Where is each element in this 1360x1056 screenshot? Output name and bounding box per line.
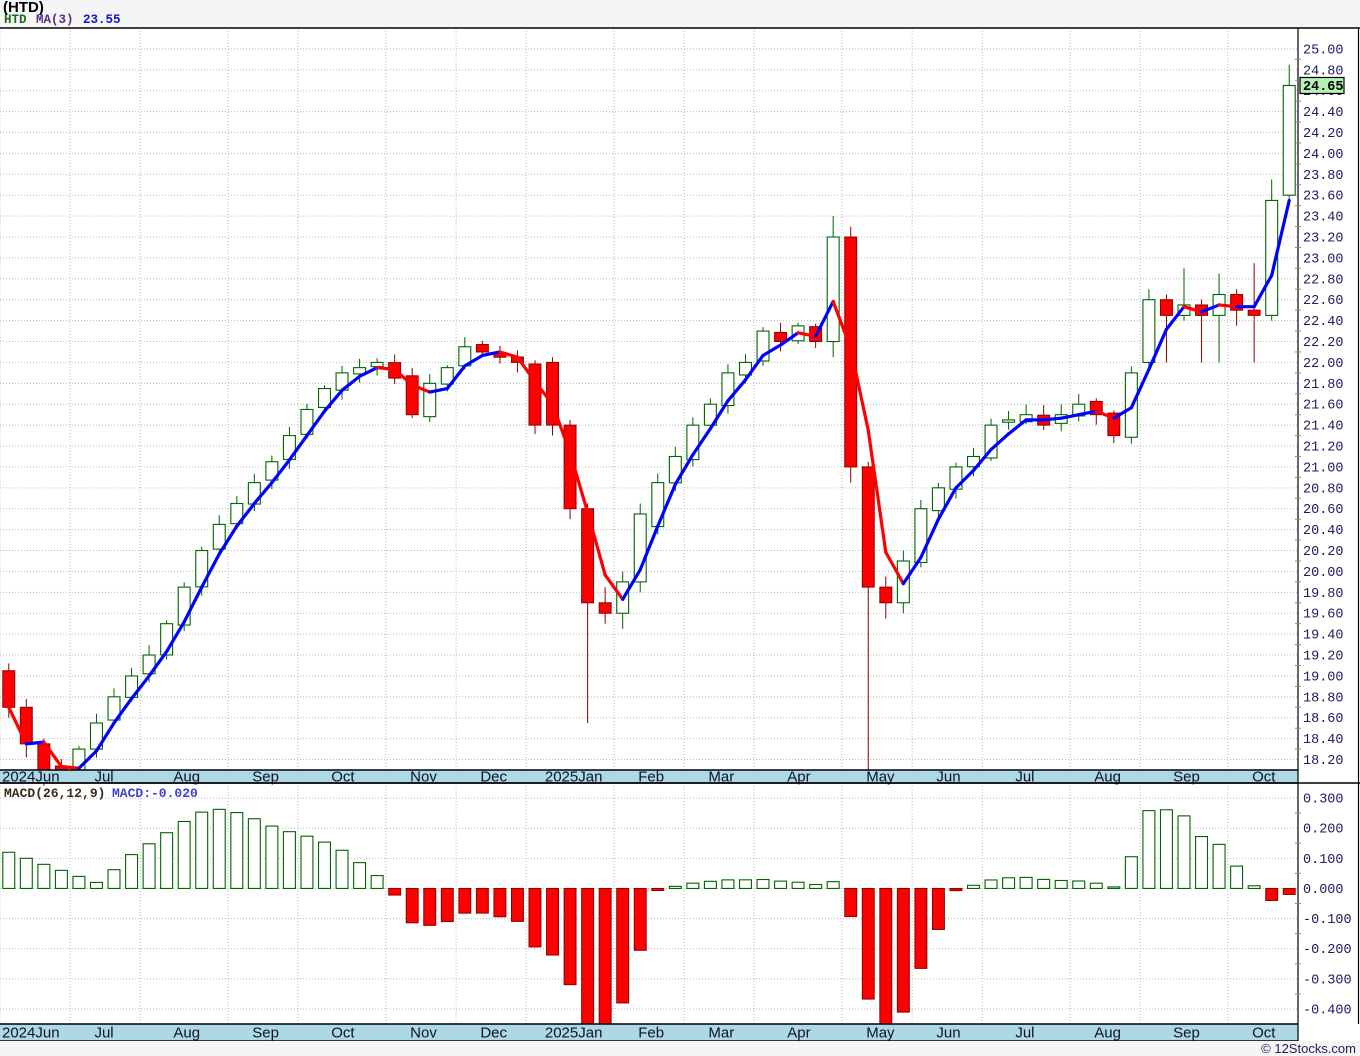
svg-text:Feb: Feb: [638, 1025, 664, 1042]
svg-text:0.000: 0.000: [1303, 883, 1344, 898]
svg-text:Oct: Oct: [1252, 1025, 1276, 1042]
svg-text:Jul: Jul: [1015, 1025, 1034, 1042]
svg-text:MACD(26,12,9): MACD(26,12,9): [4, 786, 105, 801]
svg-text:-0.300: -0.300: [1303, 973, 1352, 988]
svg-text:May: May: [866, 1025, 895, 1042]
svg-text:18.20: 18.20: [1303, 754, 1344, 769]
svg-text:0.100: 0.100: [1303, 853, 1344, 868]
svg-text:MA(3): MA(3): [36, 13, 74, 27]
svg-text:23.00: 23.00: [1303, 252, 1344, 267]
svg-text:20.00: 20.00: [1303, 566, 1344, 581]
svg-text:-0.400: -0.400: [1303, 1003, 1352, 1018]
svg-text:24.00: 24.00: [1303, 148, 1344, 163]
svg-text:22.00: 22.00: [1303, 357, 1344, 372]
svg-text:23.80: 23.80: [1303, 169, 1344, 184]
svg-text:21.20: 21.20: [1303, 441, 1344, 456]
svg-text:Apr: Apr: [787, 1025, 810, 1042]
svg-text:24.65: 24.65: [1303, 80, 1344, 95]
svg-text:Aug: Aug: [1094, 1025, 1121, 1042]
svg-text:18.40: 18.40: [1303, 733, 1344, 748]
svg-text:23.55: 23.55: [83, 13, 121, 27]
svg-text:© 12Stocks.com: © 12Stocks.com: [1261, 1041, 1356, 1056]
svg-text:HTD: HTD: [4, 13, 27, 27]
svg-text:22.20: 22.20: [1303, 336, 1344, 351]
svg-text:Jun: Jun: [936, 1025, 960, 1042]
svg-text:20.80: 20.80: [1303, 482, 1344, 497]
svg-text:Jul: Jul: [94, 1025, 113, 1042]
svg-text:18.60: 18.60: [1303, 712, 1344, 727]
svg-text:-0.200: -0.200: [1303, 943, 1352, 958]
svg-text:Mar: Mar: [708, 1025, 734, 1042]
svg-text:Aug: Aug: [173, 1025, 200, 1042]
svg-text:0.300: 0.300: [1303, 793, 1344, 808]
svg-text:-0.100: -0.100: [1303, 913, 1352, 928]
svg-text:20.40: 20.40: [1303, 524, 1344, 539]
svg-text:24.40: 24.40: [1303, 106, 1344, 121]
svg-text:25.00: 25.00: [1303, 43, 1344, 58]
svg-text:19.60: 19.60: [1303, 608, 1344, 623]
svg-text:Oct: Oct: [331, 1025, 355, 1042]
svg-text:19.00: 19.00: [1303, 670, 1344, 685]
svg-text:19.40: 19.40: [1303, 629, 1344, 644]
svg-text:2025Jan: 2025Jan: [545, 1025, 603, 1042]
svg-text:23.40: 23.40: [1303, 211, 1344, 226]
svg-text:18.80: 18.80: [1303, 691, 1344, 706]
svg-text:0.200: 0.200: [1303, 823, 1344, 838]
svg-text:20.20: 20.20: [1303, 545, 1344, 560]
svg-text:21.60: 21.60: [1303, 399, 1344, 414]
svg-text:21.80: 21.80: [1303, 378, 1344, 393]
svg-text:20.60: 20.60: [1303, 503, 1344, 518]
svg-text:Sep: Sep: [1173, 1025, 1200, 1042]
svg-text:24.20: 24.20: [1303, 127, 1344, 142]
svg-text:19.20: 19.20: [1303, 650, 1344, 665]
svg-text:22.80: 22.80: [1303, 273, 1344, 288]
svg-text:MACD:-0.020: MACD:-0.020: [112, 786, 198, 801]
svg-text:Sep: Sep: [252, 1025, 279, 1042]
svg-text:Dec: Dec: [480, 1025, 507, 1042]
svg-text:19.80: 19.80: [1303, 587, 1344, 602]
svg-text:21.40: 21.40: [1303, 420, 1344, 435]
svg-text:Nov: Nov: [410, 1025, 437, 1042]
svg-text:23.60: 23.60: [1303, 190, 1344, 205]
svg-text:23.20: 23.20: [1303, 232, 1344, 247]
svg-text:2024Jun: 2024Jun: [2, 1025, 60, 1042]
svg-text:22.60: 22.60: [1303, 294, 1344, 309]
svg-text:21.00: 21.00: [1303, 461, 1344, 476]
svg-text:22.40: 22.40: [1303, 315, 1344, 330]
